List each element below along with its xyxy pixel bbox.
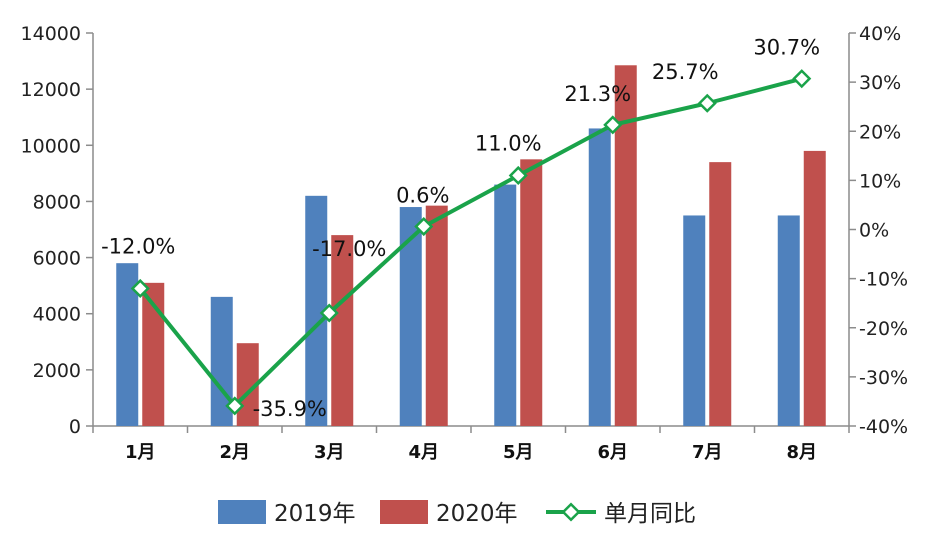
x-tick-label: 8月 (786, 442, 817, 463)
x-tick-label: 6月 (597, 442, 628, 463)
data-label: 25.7% (652, 60, 719, 84)
right-tick-label: 0% (859, 220, 889, 242)
data-label: -35.9% (253, 397, 327, 421)
bar-2020年 (520, 159, 543, 427)
line-marker (319, 303, 339, 323)
left-tick-label: 12000 (21, 79, 81, 101)
right-tick-label: -40% (859, 416, 908, 438)
bar-2019年 (116, 263, 139, 426)
left-tick-label: 4000 (33, 304, 81, 326)
right-tick-label: 40% (859, 23, 901, 45)
chart-axes: 0 2000 4000 6000 8000 10000 12000 14000 -40% -30%… (21, 23, 909, 463)
x-tick-label: 2月 (219, 442, 250, 463)
left-tick-label: 10000 (21, 135, 81, 157)
bar-2019年 (588, 128, 611, 426)
right-tick-label: 10% (859, 170, 901, 192)
line-marker (697, 93, 717, 113)
left-tick-label: 8000 (33, 191, 81, 213)
bar-2020年 (803, 150, 826, 426)
bar-2019年 (305, 195, 328, 426)
line-marker (603, 115, 623, 135)
data-label: -12.0% (101, 234, 175, 258)
bar-series (116, 65, 826, 427)
data-label: 21.3% (564, 82, 631, 106)
data-labels: -12.0% -35.9% -17.0% 0.6% 11.0% 21.3% 25.7% 30.… (101, 36, 820, 421)
bar-2020年 (425, 205, 448, 426)
legend-label: 2020年 (436, 501, 518, 527)
bar-2020年 (142, 282, 165, 426)
left-tick-label: 0 (69, 416, 81, 438)
right-tick-label: -20% (859, 318, 908, 340)
bar-2019年 (777, 215, 800, 426)
line-marker (792, 69, 812, 89)
legend-swatch (380, 500, 428, 524)
bar-2020年 (614, 65, 637, 427)
data-label: -17.0% (312, 237, 386, 261)
line-series (130, 69, 812, 416)
line-marker (508, 165, 528, 186)
legend-swatch (218, 500, 266, 524)
right-tick-label: 30% (859, 72, 901, 94)
left-tick-label: 6000 (33, 248, 81, 270)
line-marker (414, 217, 434, 237)
line-marker (130, 278, 150, 298)
line-path (138, 76, 803, 408)
line-marker (225, 396, 245, 416)
right-tick-label: -30% (859, 367, 908, 389)
bar-2019年 (399, 207, 422, 426)
bar-2020年 (331, 235, 354, 426)
x-tick-label: 4月 (408, 442, 439, 463)
legend: 2019年 2020年 单月同比 (218, 500, 696, 527)
data-label: 0.6% (396, 184, 449, 208)
bar-2019年 (494, 184, 517, 426)
legend-label: 2019年 (274, 501, 356, 527)
data-label: 30.7% (753, 36, 820, 60)
legend-label: 单月同比 (604, 501, 696, 527)
left-tick-label: 14000 (21, 23, 81, 45)
right-tick-label: 20% (859, 121, 901, 143)
bar-2020年 (709, 162, 732, 426)
legend-line-marker (561, 502, 581, 522)
data-label: 11.0% (475, 131, 542, 155)
x-tick-label: 3月 (314, 442, 345, 463)
bar-2019年 (683, 215, 706, 426)
x-tick-label: 1月 (125, 442, 156, 463)
right-tick-label: -10% (859, 269, 908, 291)
x-tick-label: 7月 (692, 442, 723, 463)
x-tick-label: 5月 (503, 442, 534, 463)
left-tick-label: 2000 (33, 360, 81, 382)
